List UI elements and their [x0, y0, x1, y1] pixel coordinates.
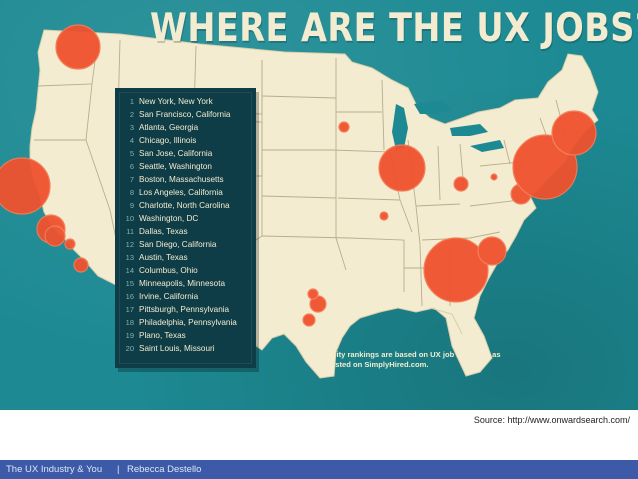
ranking-number: 18: [125, 318, 134, 327]
ranking-number: 11: [126, 227, 134, 236]
ranking-number: 13: [125, 253, 134, 262]
ranking-item: 5 San Jose, California: [121, 147, 256, 160]
ranking-city: San Diego, California: [139, 240, 217, 249]
ranking-city: Atlanta, Georgia: [139, 123, 199, 132]
ranking-footnote: City rankings are based on UX job openin…: [331, 350, 501, 369]
ranking-number: 5: [129, 149, 134, 158]
ranking-city: San Jose, California: [139, 149, 213, 158]
ranking-number: 19: [125, 331, 134, 340]
bubble-pittsburgh: [490, 173, 498, 181]
ranking-number: 12: [125, 240, 134, 249]
bubble-san-francisco: [0, 157, 51, 215]
bubble-columbus: [453, 176, 469, 192]
bubble-charlotte: [477, 236, 507, 266]
bubble-plano: [307, 288, 319, 300]
ranking-city: New York, New York: [139, 97, 213, 106]
ranking-number: 17: [125, 305, 134, 314]
ranking-city: Columbus, Ohio: [139, 266, 198, 275]
us-map: [0, 24, 599, 379]
ranking-number: 16: [125, 292, 134, 301]
ranking-city: Minneapolis, Minnesota: [139, 279, 226, 288]
ranking-city: San Francisco, California: [139, 110, 231, 119]
city-ranking-list: 1 New York, New York 2 San Francisco, Calif…: [115, 88, 256, 355]
footer-course-title: The UX Industry & You: [6, 464, 103, 475]
ranking-item: 19 Plano, Texas: [121, 329, 256, 342]
ranking-city: Saint Louis, Missouri: [139, 344, 215, 353]
ranking-item: 6 Seattle, Washington: [121, 160, 256, 173]
ranking-number: 4: [129, 136, 134, 145]
bubble-minneapolis: [338, 121, 350, 133]
ranking-city: Plano, Texas: [139, 331, 186, 340]
ranking-item: 1 New York, New York: [121, 95, 256, 108]
ranking-item: 18 Philadelphia, Pennsylvania: [121, 316, 256, 329]
ranking-item: 8 Los Angeles, California: [121, 186, 256, 199]
gulf-coast: [429, 307, 463, 335]
ranking-city: Irvine, California: [139, 292, 199, 301]
ranking-item: 12 San Diego, California: [121, 238, 256, 251]
ranking-item: 17 Pittsburgh, Pennsylvania: [121, 303, 256, 316]
bubble-seattle: [55, 24, 101, 70]
ranking-number: 9: [129, 201, 134, 210]
infographic: WHERE ARE THE UX JOBS? 1 New York, New Yo…: [0, 0, 638, 410]
ranking-city: Pittsburgh, Pennsylvania: [139, 305, 230, 314]
city-ranking-panel: 1 New York, New York 2 San Francisco, Calif…: [115, 88, 256, 368]
ranking-number: 20: [125, 344, 134, 353]
ranking-number: 8: [129, 188, 134, 197]
ranking-number: 2: [129, 110, 134, 119]
ranking-number: 1: [129, 97, 134, 106]
bubble-boston: [551, 110, 597, 156]
great-lakes: [392, 104, 408, 150]
ranking-city: Dallas, Texas: [139, 227, 188, 236]
ranking-item: 16 Irvine, California: [121, 290, 256, 303]
ranking-number: 7: [129, 175, 134, 184]
bubble-saint-louis: [379, 211, 389, 221]
bubble-austin: [302, 313, 316, 327]
ranking-item: 20 Saint Louis, Missouri: [121, 342, 256, 355]
footer-separator: |: [117, 464, 120, 475]
ranking-item: 7 Boston, Massachusetts: [121, 173, 256, 186]
bubble-chicago: [378, 144, 426, 192]
ranking-city: Charlotte, North Carolina: [139, 201, 230, 210]
ranking-item: 15 Minneapolis, Minnesota: [121, 277, 256, 290]
ranking-city: Boston, Massachusetts: [139, 175, 224, 184]
ranking-city: Austin, Texas: [139, 253, 188, 262]
ranking-city: Philadelphia, Pennsylvania: [139, 318, 237, 327]
bubble-atlanta: [423, 237, 489, 303]
ranking-number: 15: [125, 279, 134, 288]
ranking-city: Chicago, Illinois: [139, 136, 197, 145]
source-credit: Source: http://www.onwardsearch.com/: [473, 415, 630, 425]
ranking-city: Washington, DC: [139, 214, 199, 223]
ranking-item: 11 Dallas, Texas: [121, 225, 256, 238]
footer-author: Rebecca Destello: [127, 464, 202, 475]
job-bubbles: [0, 24, 597, 327]
ranking-city: Los Angeles, California: [139, 188, 223, 197]
bubble-irvine: [64, 238, 76, 250]
ranking-number: 3: [129, 123, 134, 132]
ranking-item: 3 Atlanta, Georgia: [121, 121, 256, 134]
ranking-item: 14 Columbus, Ohio: [121, 264, 256, 277]
ranking-item: 13 Austin, Texas: [121, 251, 256, 264]
bubble-san-diego: [73, 257, 89, 273]
footer-bar: The UX Industry & You | Rebecca Destello: [0, 460, 638, 479]
ranking-number: 10: [125, 214, 134, 223]
ranking-item: 2 San Francisco, California: [121, 108, 256, 121]
ranking-item: 9 Charlotte, North Carolina: [121, 199, 256, 212]
ranking-number: 14: [125, 266, 134, 275]
ranking-number: 6: [129, 162, 134, 171]
ranking-item: 10 Washington, DC: [121, 212, 256, 225]
page-title: WHERE ARE THE UX JOBS?: [150, 6, 638, 51]
bubble-los-angeles: [44, 225, 66, 247]
ranking-city: Seattle, Washington: [139, 162, 212, 171]
ranking-item: 4 Chicago, Illinois: [121, 134, 256, 147]
